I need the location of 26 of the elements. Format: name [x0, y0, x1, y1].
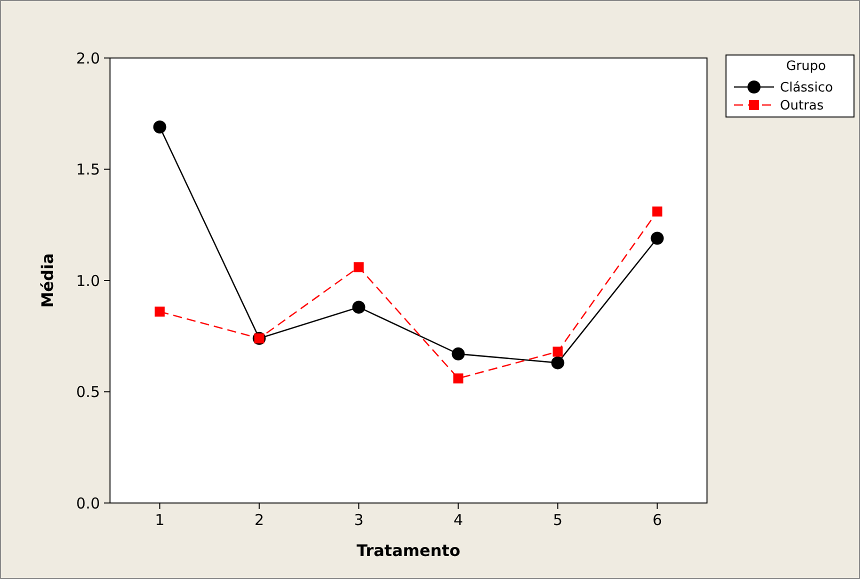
legend-label: Clássico [780, 80, 833, 96]
x-tick-label: 6 [652, 511, 662, 529]
y-tick-label: 0.5 [76, 383, 100, 401]
x-tick-label: 2 [254, 511, 264, 529]
y-tick-label: 0.0 [76, 494, 100, 512]
x-tick-label: 5 [552, 511, 563, 529]
x-tick-label: 3 [354, 511, 364, 529]
y-tick-label: 1.0 [76, 272, 100, 290]
y-tick-label: 1.5 [76, 160, 100, 178]
point [352, 300, 366, 314]
x-tick-label: 4 [453, 511, 464, 529]
point [452, 347, 465, 360]
legend-label: Outras [780, 98, 824, 114]
point [354, 262, 364, 272]
point [551, 356, 564, 370]
point [453, 373, 464, 384]
point [652, 206, 662, 217]
y-axis-title: Média [38, 253, 57, 308]
legend-title: Grupo [786, 59, 826, 74]
y-tick-label: 2.0 [76, 49, 100, 68]
point [552, 346, 563, 357]
point [650, 232, 664, 245]
x-axis-title: Tratamento [356, 541, 460, 560]
point [154, 306, 165, 317]
x-tick-label: 1 [154, 511, 165, 529]
point [153, 120, 166, 134]
